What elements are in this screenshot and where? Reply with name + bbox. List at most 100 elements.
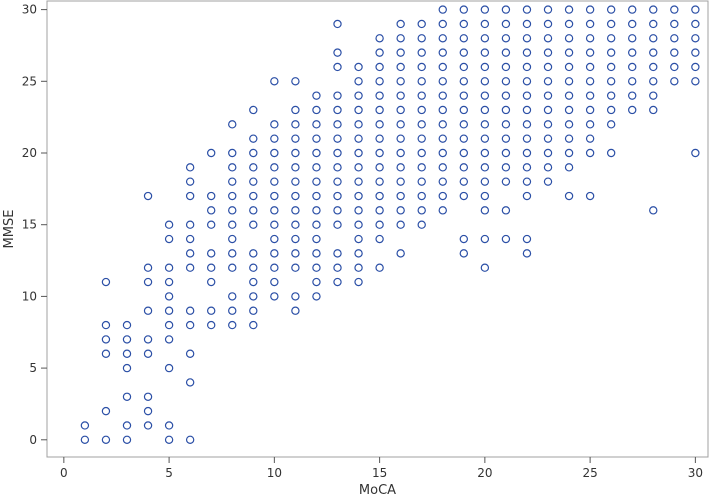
data-point: [564, 34, 574, 43]
data-point: [417, 148, 426, 158]
data-point: [649, 34, 658, 43]
data-point: [185, 306, 195, 315]
data-point: [564, 77, 574, 86]
data-point: [543, 148, 553, 158]
data-point: [522, 91, 532, 100]
data-point: [438, 77, 447, 86]
data-point: [396, 206, 405, 215]
y-tick-label: 25: [22, 74, 37, 88]
data-point: [333, 263, 342, 272]
data-point: [249, 105, 258, 115]
data-point: [459, 105, 469, 115]
data-point: [249, 206, 258, 215]
data-point: [101, 349, 111, 358]
data-point: [375, 91, 384, 100]
data-point: [164, 234, 174, 244]
data-point: [164, 263, 174, 272]
data-point: [354, 77, 363, 86]
data-point: [291, 148, 300, 158]
data-point: [164, 363, 174, 373]
data-point: [459, 191, 469, 201]
data-point: [185, 349, 195, 358]
data-point: [164, 335, 174, 344]
data-point: [354, 263, 363, 272]
data-point: [228, 177, 237, 186]
data-point: [417, 120, 426, 129]
data-point: [312, 234, 321, 244]
data-point: [417, 177, 426, 186]
data-point: [417, 134, 426, 143]
data-point: [459, 34, 469, 43]
data-point: [543, 177, 553, 186]
data-point: [480, 177, 490, 186]
data-point: [291, 292, 300, 301]
data-point: [270, 277, 279, 287]
data-point: [354, 277, 363, 287]
data-point: [143, 406, 153, 416]
data-point: [543, 105, 553, 115]
data-point: [270, 177, 279, 186]
data-point: [375, 62, 384, 72]
data-point: [228, 320, 237, 330]
data-point: [649, 19, 658, 29]
data-point: [585, 120, 595, 129]
data-point: [333, 277, 342, 287]
data-point: [691, 148, 700, 158]
data-point: [206, 306, 216, 315]
data-point: [143, 392, 153, 401]
data-point: [354, 134, 363, 143]
data-point: [249, 306, 258, 315]
data-point: [628, 91, 637, 100]
data-point: [501, 163, 511, 172]
data-point: [354, 62, 363, 72]
data-point: [228, 249, 237, 258]
data-point: [606, 62, 616, 72]
data-point: [691, 5, 700, 14]
data-point: [564, 48, 574, 57]
data-point: [564, 191, 574, 201]
data-point: [164, 320, 174, 330]
data-point: [585, 5, 595, 14]
data-point: [480, 77, 490, 86]
data-point: [564, 163, 574, 172]
data-point: [164, 292, 174, 301]
data-point: [480, 191, 490, 201]
data-point: [375, 120, 384, 129]
data-point: [585, 77, 595, 86]
data-point: [522, 62, 532, 72]
data-point: [312, 249, 321, 258]
data-point: [691, 19, 700, 29]
data-point: [375, 34, 384, 43]
data-point: [228, 234, 237, 244]
data-point: [143, 263, 153, 272]
data-point: [459, 177, 469, 186]
data-point: [585, 91, 595, 100]
data-point: [101, 435, 111, 444]
data-point: [691, 48, 700, 57]
data-point: [143, 335, 153, 344]
data-point: [417, 48, 426, 57]
data-point: [249, 134, 258, 143]
data-point: [354, 120, 363, 129]
data-point: [333, 249, 342, 258]
y-axis-label: MMSE: [2, 210, 17, 249]
data-point: [228, 206, 237, 215]
data-point: [628, 34, 637, 43]
data-point: [564, 91, 574, 100]
data-point: [670, 77, 679, 86]
data-point: [185, 435, 195, 444]
x-tick-label: 5: [165, 466, 173, 480]
data-point: [438, 34, 447, 43]
data-point: [628, 19, 637, 29]
data-point: [396, 48, 405, 57]
data-point: [228, 120, 237, 129]
data-point: [249, 292, 258, 301]
data-point: [501, 77, 511, 86]
data-point: [122, 320, 132, 330]
data-point: [417, 34, 426, 43]
data-point: [606, 148, 616, 158]
data-point: [459, 19, 469, 29]
data-point: [522, 105, 532, 115]
data-point: [270, 263, 279, 272]
data-point: [270, 191, 279, 201]
